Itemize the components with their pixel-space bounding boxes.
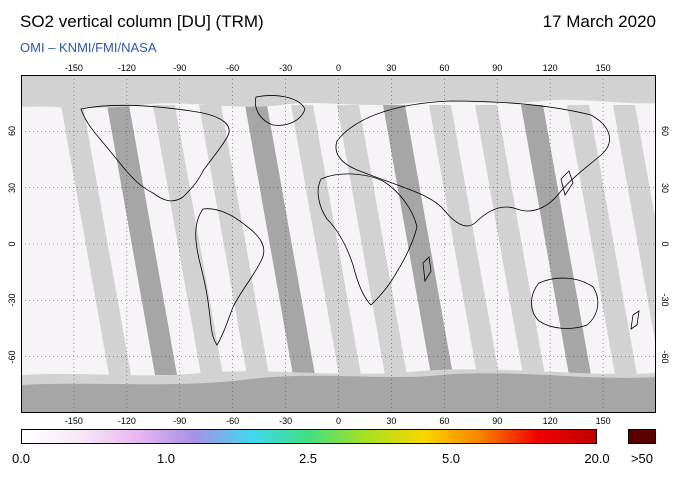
bottom-lon-tick: 150 [595, 416, 611, 426]
missing-data-swath [337, 105, 407, 375]
missing-data-swath [61, 105, 131, 375]
left-lat-tick: 0 [7, 241, 17, 247]
madagascar-coast [422, 256, 432, 283]
left-lat-tick: -60 [7, 350, 17, 364]
missing-data-swath [199, 105, 269, 375]
coastlines [80, 95, 640, 346]
graticule [21, 75, 656, 413]
left-lat-tick: -30 [7, 293, 17, 307]
colorbar-overflow-label: >50 [630, 451, 654, 466]
right-lat-tick: 30 [660, 182, 670, 193]
bottom-lon-tick: -60 [226, 416, 240, 426]
japan-coast [560, 170, 574, 196]
bottom-lon-tick: 90 [492, 416, 503, 426]
bottom-lon-tick: -30 [279, 416, 293, 426]
data-credit: OMI – KNMI/FMI/NASA [20, 40, 157, 55]
top-lon-tick: -120 [117, 63, 136, 73]
map-title: SO2 vertical column [DU] (TRM) [20, 12, 264, 31]
top-lon-tick: 120 [542, 63, 558, 73]
bottom-lon-tick: -150 [64, 416, 83, 426]
right-lat-tick: 0 [660, 241, 670, 247]
colorbar-label: 1.0 [156, 451, 176, 466]
missing-data-swath [291, 105, 361, 375]
missing-data-swath [245, 105, 315, 375]
right-lat-tick: -30 [660, 293, 670, 307]
colorbar-label: 0.0 [11, 451, 31, 466]
colorbar-label: 20.0 [584, 451, 610, 466]
top-lon-tick: 90 [492, 63, 503, 73]
bottom-lon-tick: -120 [117, 416, 136, 426]
so2-map [21, 75, 656, 413]
greenland-coast [254, 95, 306, 126]
top-lon-tick: 0 [335, 63, 342, 73]
colorbar-overflow [628, 429, 656, 444]
top-lon-tick: 30 [386, 63, 397, 73]
left-lat-tick: 60 [7, 126, 17, 137]
top-lon-tick: -90 [173, 63, 187, 73]
right-lat-tick: -60 [660, 350, 670, 364]
top-lon-tick: -60 [226, 63, 240, 73]
map-frame [21, 75, 656, 413]
missing-data-swath [153, 105, 223, 375]
top-lon-tick: -150 [64, 63, 83, 73]
missing-data-swath [383, 105, 453, 375]
missing-data-swath [521, 105, 591, 375]
top-lon-tick: 150 [595, 63, 611, 73]
colorbar [21, 429, 597, 444]
map-date: 17 March 2020 [542, 12, 656, 31]
missing-data-swath [613, 105, 656, 347]
africa-coast [317, 173, 418, 306]
bottom-lon-tick: 30 [386, 416, 397, 426]
bottom-lon-tick: 0 [335, 416, 342, 426]
top-lon-tick: 60 [439, 63, 450, 73]
missing-data-swath [429, 105, 499, 375]
bottom-lon-tick: 120 [542, 416, 558, 426]
australia-coast [531, 277, 599, 329]
south-america-coast [195, 208, 265, 346]
colorbar-label: 5.0 [441, 451, 461, 466]
north-america-coast [80, 105, 230, 202]
missing-data-swath [475, 105, 545, 375]
missing-data-swath [567, 105, 637, 375]
missing-data-swaths [61, 105, 656, 375]
colorbar-label: 2.5 [298, 451, 318, 466]
map-panel: -150 -120 -90 -60 -30 0 30 60 90 120 150 -150 -120 -9… [7, 63, 670, 426]
right-lat-tick: 60 [660, 126, 670, 137]
missing-data-swath [107, 105, 177, 375]
bottom-lon-tick: 60 [439, 416, 450, 426]
new-zealand-coast [630, 310, 640, 330]
bottom-lon-tick: -90 [173, 416, 187, 426]
eurasia-coast [335, 100, 611, 227]
left-lat-tick: 30 [7, 182, 17, 193]
top-lon-tick: -30 [279, 63, 293, 73]
